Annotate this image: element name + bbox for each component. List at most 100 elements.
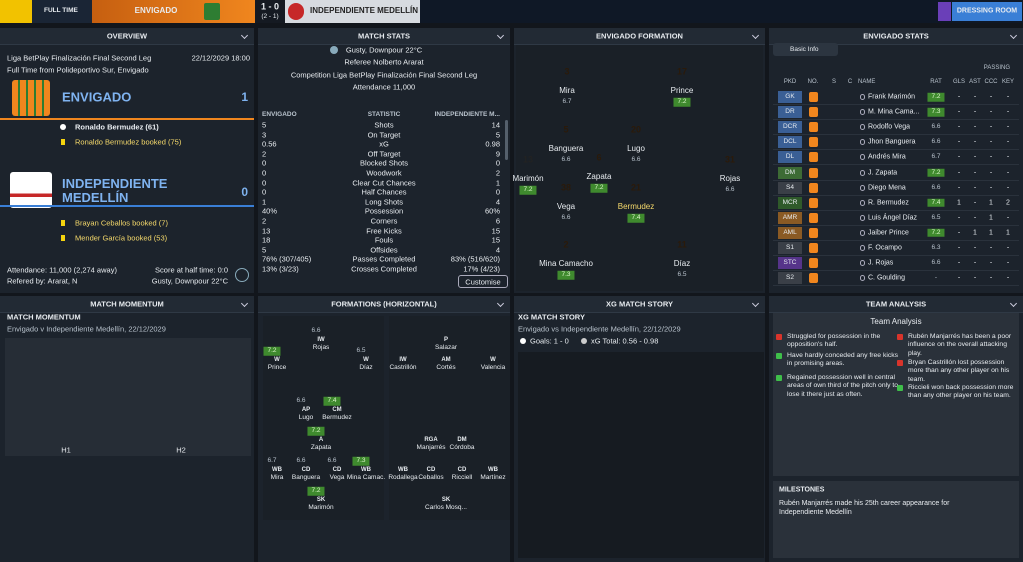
stat-value: 1 [957, 199, 961, 207]
player-name: Díaz [673, 259, 691, 268]
stat-value: - [973, 108, 977, 116]
player-role: AP [301, 407, 311, 413]
player-icon [860, 124, 865, 131]
stat-cell: 15 [491, 235, 500, 245]
player-icon [860, 154, 865, 161]
thumb-icon [776, 334, 782, 340]
shirt-icon [809, 107, 818, 118]
player-name: Frank Marimón [868, 93, 916, 101]
stat-value: - [957, 259, 961, 267]
position-badge [778, 272, 802, 285]
away-strip [285, 0, 420, 23]
row-divider [773, 194, 1019, 196]
rating: 7.2 [590, 183, 608, 193]
player-role: WB [272, 467, 282, 473]
match-event: Brayan Ceballos booked (7) [75, 218, 168, 228]
analysis-item: Struggled for possession in the oppositi… [787, 333, 881, 349]
stat-cell: 5 [262, 245, 267, 255]
player-name: Lugo [627, 144, 645, 153]
position-badge [778, 226, 802, 239]
rating: 7.4 [927, 198, 945, 207]
goal-icon [520, 338, 526, 344]
rating: - [934, 273, 938, 281]
player-icon [860, 214, 865, 221]
player-name: Valencia [480, 363, 506, 371]
stat-value: - [1006, 93, 1010, 101]
stat-cell: Passes Completed [352, 254, 416, 264]
pitch-away [389, 316, 510, 520]
rating: 7.2 [673, 97, 691, 107]
milestones-box [773, 481, 1019, 558]
column-header: NO. [807, 79, 819, 85]
stat-value: - [973, 214, 977, 222]
away-crest [288, 3, 304, 20]
weather-icon [330, 46, 338, 54]
analysis-item: Bryan Castrillón lost possession more th… [908, 359, 1010, 383]
player-icon [860, 184, 865, 191]
stat-cell: 15 [491, 225, 500, 235]
analysis-box [773, 313, 1019, 476]
stat-value: - [1006, 259, 1010, 267]
row-divider [773, 149, 1019, 151]
competition: Liga BetPlay Finalización Final Second L… [7, 53, 152, 63]
stat-cell: 0 [495, 158, 500, 168]
home-score: 1 [241, 90, 248, 104]
match-event: Mender García booked (53) [75, 233, 168, 243]
yellow-card-icon [61, 220, 65, 226]
shirt-number: 11 [677, 239, 687, 250]
row-divider [773, 104, 1019, 105]
view-dropdown[interactable] [773, 43, 838, 56]
player-role: SK [441, 497, 451, 503]
stat-value: - [973, 244, 977, 252]
stat-value: - [1006, 274, 1010, 282]
stat-value: - [973, 93, 977, 101]
rating: 6.5 [677, 270, 687, 278]
column-header: C [847, 79, 853, 85]
stat-cell: Long Shots [365, 197, 403, 207]
player-role: CD [457, 467, 467, 473]
stat-cell: 13% (3/23) [262, 264, 299, 274]
goal-icon [60, 124, 66, 130]
panel-header [769, 28, 1023, 45]
column-header: CCC [984, 79, 998, 85]
position: S1 [786, 243, 794, 251]
stat-value: - [973, 274, 977, 282]
shirt-number: 3 [564, 66, 570, 77]
stat-value: - [973, 199, 977, 207]
xg-icon [581, 338, 587, 344]
column-header: RAT [930, 79, 942, 85]
panel-title: ENVIGADO STATS [863, 31, 929, 41]
shirt-number: 20 [630, 124, 642, 135]
shirt-number: 5 [563, 124, 569, 135]
column-header: PKD [783, 79, 797, 85]
player-icon [860, 260, 865, 267]
rating: 7.4 [323, 396, 341, 406]
attendance: Attendance: 11,000 (2,274 away) [7, 265, 117, 275]
stat-cell: Offsides [370, 245, 398, 255]
customise-button[interactable] [458, 275, 508, 288]
rating: 7.3 [352, 456, 370, 466]
attendance: Attendance 11,000 [352, 82, 416, 92]
panel-title: MATCH MOMENTUM [90, 299, 164, 309]
stat-cell: 2 [262, 149, 267, 159]
player-name: Mina Camacho [539, 259, 593, 268]
position-badge [778, 121, 802, 134]
player-role: AM [441, 357, 451, 363]
player-role: P [443, 337, 449, 343]
position: DCR [782, 122, 798, 130]
stat-cell: 0 [262, 177, 267, 187]
player-name: Salazar [434, 343, 458, 351]
shirt-icon [809, 227, 818, 238]
column-header: ENVIGADO [262, 110, 297, 118]
dressing-room-button[interactable] [952, 2, 1022, 21]
shirt-number: 31 [724, 154, 736, 165]
stat-cell: 0 [262, 158, 267, 168]
rating: 6.6 [931, 138, 941, 146]
player-name: Ricciell [451, 473, 473, 481]
thumb-icon [776, 375, 782, 381]
home-team: ENVIGADO [134, 6, 178, 15]
stat-value: - [957, 244, 961, 252]
position-badge [778, 211, 802, 224]
rating: 7.2 [927, 168, 945, 177]
